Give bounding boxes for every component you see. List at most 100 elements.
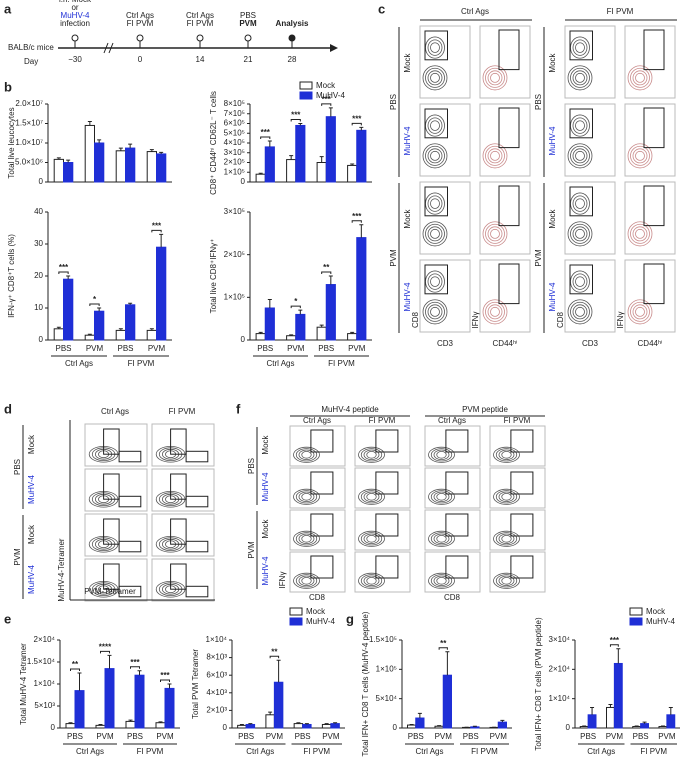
x-tick-label: PBS bbox=[633, 732, 649, 741]
x-tick-label: PVM bbox=[86, 344, 104, 353]
bar bbox=[104, 668, 115, 729]
contour bbox=[427, 148, 443, 164]
significance-bracket bbox=[290, 305, 301, 309]
contour bbox=[433, 449, 450, 461]
legend-swatch bbox=[289, 607, 303, 616]
bar bbox=[53, 158, 65, 183]
bar bbox=[442, 674, 452, 729]
group-label: Ctrl Ags bbox=[246, 747, 274, 756]
error-bar bbox=[276, 659, 281, 683]
contour bbox=[425, 223, 445, 244]
contour bbox=[433, 533, 450, 545]
contour bbox=[630, 223, 650, 244]
gate bbox=[643, 29, 665, 71]
error-bar bbox=[324, 723, 329, 725]
significance: *** bbox=[322, 95, 332, 104]
error-bar bbox=[149, 149, 154, 152]
contour bbox=[487, 148, 503, 164]
flow-plot bbox=[84, 423, 148, 467]
error-bar bbox=[298, 309, 303, 315]
event-label: FI PVM bbox=[127, 19, 154, 28]
significance: *** bbox=[160, 671, 170, 680]
group-label: PBS bbox=[389, 94, 398, 110]
error-bar bbox=[328, 107, 333, 117]
group-label: PVM bbox=[13, 548, 22, 566]
contour bbox=[298, 449, 315, 461]
bar bbox=[658, 726, 668, 729]
significance: * bbox=[93, 295, 97, 304]
contour bbox=[575, 72, 585, 83]
bar bbox=[134, 674, 145, 729]
contour bbox=[570, 223, 590, 244]
error-bar bbox=[319, 156, 324, 163]
gate bbox=[643, 263, 665, 305]
y-tick-label: 3×10⁵ bbox=[224, 148, 245, 157]
significance: ** bbox=[271, 647, 278, 656]
gate bbox=[498, 263, 520, 305]
bar bbox=[293, 723, 304, 729]
contour bbox=[430, 198, 440, 209]
contour bbox=[295, 532, 318, 546]
legend-label: MuHV-4 bbox=[646, 617, 675, 626]
y-tick-label: 2×10⁴ bbox=[549, 664, 571, 673]
y-tick-label: 2×10³ bbox=[206, 706, 227, 715]
y-axis-label: IFNγ bbox=[616, 312, 625, 329]
error-bar bbox=[248, 723, 253, 725]
gate bbox=[170, 473, 187, 500]
contour bbox=[635, 306, 645, 317]
strain: BALB/c mice bbox=[8, 43, 54, 52]
flow-plot bbox=[564, 25, 616, 99]
contour bbox=[293, 488, 320, 505]
panel-label: e bbox=[4, 611, 11, 626]
gate bbox=[424, 30, 448, 61]
significance: ** bbox=[72, 660, 79, 669]
contour bbox=[575, 42, 585, 53]
x-tick-label: PVM bbox=[658, 732, 676, 741]
row-label: Mock bbox=[261, 434, 270, 454]
significance-bracket bbox=[269, 655, 280, 659]
flow-plot bbox=[151, 423, 215, 467]
axis-break bbox=[103, 42, 114, 54]
y-tick-label: 1×10⁴ bbox=[34, 679, 56, 688]
contour bbox=[572, 226, 588, 242]
gate bbox=[103, 563, 120, 590]
y-tick-label: 1×10⁵ bbox=[376, 664, 397, 673]
error-bar bbox=[296, 722, 301, 724]
bar bbox=[273, 681, 284, 729]
error-bar bbox=[359, 224, 364, 238]
bar bbox=[156, 246, 167, 341]
x-tick-label: PVM bbox=[435, 732, 453, 741]
contour bbox=[298, 575, 315, 587]
contour bbox=[482, 299, 508, 325]
event-label: MuHV-4 bbox=[61, 11, 90, 20]
gate bbox=[510, 471, 534, 495]
row-label: MuHV-4 bbox=[403, 126, 412, 155]
contour bbox=[501, 576, 512, 585]
significance: *** bbox=[352, 115, 362, 124]
contour bbox=[358, 488, 385, 505]
bar bbox=[497, 721, 507, 729]
contour bbox=[436, 450, 447, 459]
gate bbox=[510, 429, 534, 453]
contour bbox=[493, 572, 520, 589]
flow-plot bbox=[624, 103, 676, 177]
contour bbox=[436, 576, 447, 585]
contour bbox=[575, 198, 585, 209]
contour bbox=[430, 228, 440, 239]
row-label: Mock bbox=[548, 52, 557, 72]
flow-plot bbox=[489, 467, 546, 509]
error-bar bbox=[634, 725, 639, 727]
error-bar bbox=[608, 704, 613, 708]
contour bbox=[298, 491, 315, 503]
contour bbox=[575, 228, 585, 239]
legend-label: MuHV-4 bbox=[316, 91, 345, 100]
significance-bracket bbox=[151, 229, 162, 233]
y-tick-label: 1.5×10⁴ bbox=[27, 657, 56, 666]
contour bbox=[363, 449, 380, 461]
error-bar bbox=[350, 331, 355, 334]
error-bar bbox=[350, 163, 355, 166]
contour bbox=[635, 150, 645, 161]
flow-plot bbox=[151, 558, 215, 602]
contour bbox=[363, 491, 380, 503]
